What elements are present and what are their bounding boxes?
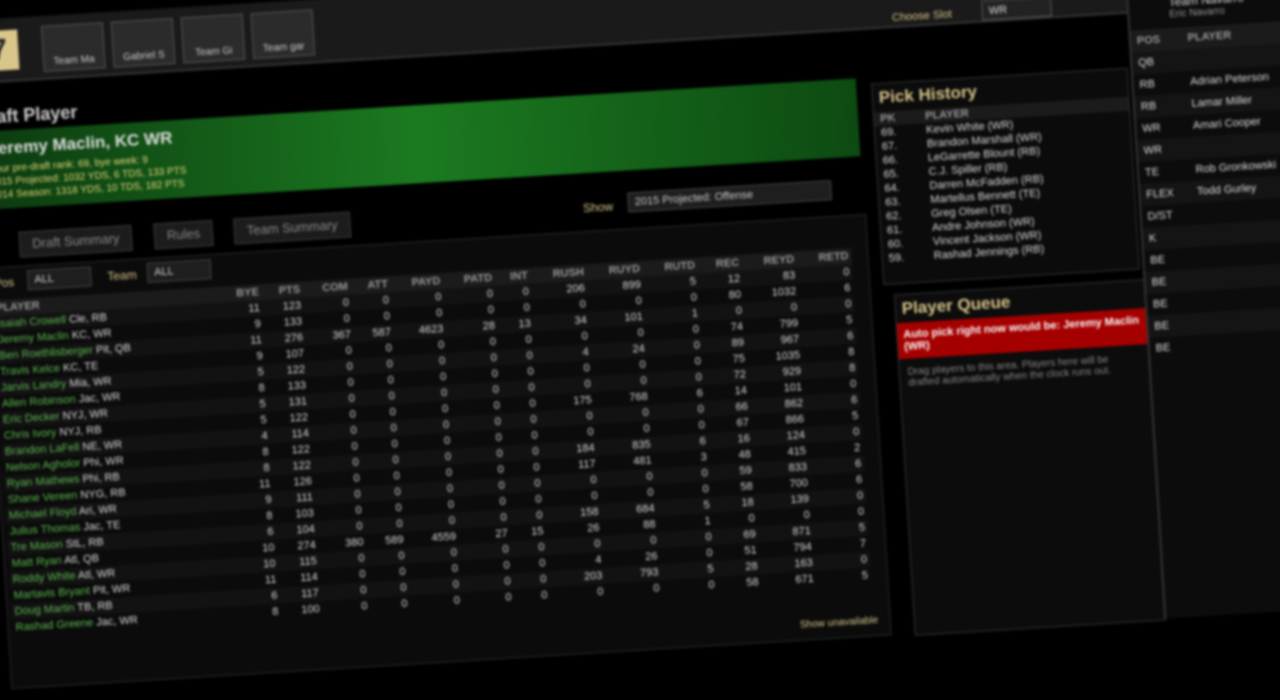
team-position: NYG, RB <box>80 486 126 502</box>
player-name: Doug Martin <box>14 602 75 618</box>
player-name: Chris Ivory <box>3 426 57 443</box>
player-name: Tre Mason <box>10 538 64 554</box>
stat-cell: 100 <box>300 603 321 617</box>
pick-history: Pick History PK PLAYER 69. Kevin White (WR)… <box>870 67 1140 286</box>
show-label: Show <box>582 199 614 216</box>
roster-pos: RB <box>1139 78 1156 92</box>
pick-history-table: PK PLAYER 69. Kevin White (WR) 67. Brandon Ma… <box>873 96 1138 266</box>
stat-cell: 0 <box>401 597 408 611</box>
team-position: StL, RB <box>65 536 105 551</box>
team-position: KC, TE <box>62 360 99 375</box>
section-title: Draft Player <box>0 101 78 129</box>
pos-select[interactable]: ALL <box>26 266 92 291</box>
team-thumb[interactable]: Team Gi <box>180 13 246 64</box>
player-name: Rashad Greene <box>15 616 94 634</box>
team-position: KC, WR <box>71 327 112 342</box>
roster-pos: D/ST <box>1147 209 1174 223</box>
team-position: Jac, WR <box>95 614 139 629</box>
player-name: Roddy White <box>12 569 76 586</box>
stat-cell: 0 <box>652 582 660 595</box>
team-thumb[interactable]: Gabriel S <box>110 17 176 68</box>
stat-cell: 0 <box>540 589 548 602</box>
pick-number: 59. <box>888 251 905 265</box>
team-position: Jac, WR <box>78 390 121 406</box>
tab[interactable]: Team Summary <box>233 211 352 245</box>
stat-cell: 8 <box>271 605 279 618</box>
roster-pos: WR <box>1136 137 1190 163</box>
stat-cell: 0 <box>360 600 368 613</box>
roster-pos: K <box>1142 225 1195 251</box>
roster-table: POS PLAYER QB RB Adrian Peterson RB Lamar Mill… <box>1130 20 1280 360</box>
player-name: Eric Decker <box>2 410 61 427</box>
roster-pos: WR <box>1141 121 1161 135</box>
player-name: Travis Kelce <box>0 362 61 379</box>
player-list: Pos ALL Team ALL PLAYER BYE PTS COM ATT PAYD P… <box>0 214 892 690</box>
team-position: TB, RB <box>76 599 114 614</box>
team-position: Phi, RB <box>82 471 121 486</box>
team-position: NYJ, WR <box>62 407 109 423</box>
stat-cell: 5 <box>861 569 869 582</box>
roster-pos: BE <box>1152 297 1169 311</box>
stat-cell: 0 <box>453 594 461 607</box>
team-label: Team <box>106 267 138 284</box>
stat-cell: 58 <box>746 576 760 589</box>
stats-table: PLAYER BYE PTS COM ATT PAYD PATD INT RUSH RUYD RUT… <box>0 247 872 636</box>
player-queue: Player Queue Auto pick right now would b… <box>893 279 1167 636</box>
show-unavailable[interactable]: Show unavailable <box>799 615 879 631</box>
stat-cell: 671 <box>795 572 815 586</box>
team-thumb[interactable]: Team gar <box>250 9 316 60</box>
roster-pos: BE <box>1149 253 1166 267</box>
stat-cell: 0 <box>505 591 512 604</box>
team-position: Ari, WR <box>78 503 118 518</box>
team-position: Atl, QB <box>63 552 100 567</box>
tab[interactable]: Draft Summary <box>18 224 134 258</box>
roster-pos: TE <box>1144 166 1160 179</box>
column-header: POS <box>1130 27 1183 53</box>
team-position: Atl, WR <box>77 567 116 582</box>
draft-clock: 37 <box>0 29 20 73</box>
tab[interactable]: Rules <box>153 219 214 250</box>
team-position: Mia, WR <box>68 375 112 390</box>
stat-cell: 0 <box>708 578 715 592</box>
player-name: Matt Ryan <box>11 554 63 570</box>
team-position: Cle, RB <box>68 311 108 326</box>
roster-pos: FLEX <box>1139 181 1192 207</box>
pos-label: Pos <box>0 275 15 291</box>
roster-pos: BE <box>1145 268 1198 295</box>
roster-pos: QB <box>1131 49 1184 75</box>
roster-pos: RB <box>1134 93 1187 119</box>
roster-pos: BE <box>1155 341 1171 355</box>
team-select[interactable]: ALL <box>146 259 212 283</box>
team-position: NYJ, RB <box>59 424 102 439</box>
show-select[interactable]: 2015 Projected: Offense <box>627 180 833 213</box>
stat-cell: 0 <box>596 585 604 599</box>
team-thumb[interactable]: Team Ma <box>40 22 106 72</box>
team-position: Phi, WR <box>83 454 125 470</box>
team-position: NE, WR <box>82 438 123 454</box>
team-position: Jac, TE <box>83 519 121 534</box>
roster-pos: BE <box>1147 312 1200 338</box>
team-position: Pit, WR <box>92 582 131 597</box>
team-position: Pit, QB <box>95 342 132 357</box>
